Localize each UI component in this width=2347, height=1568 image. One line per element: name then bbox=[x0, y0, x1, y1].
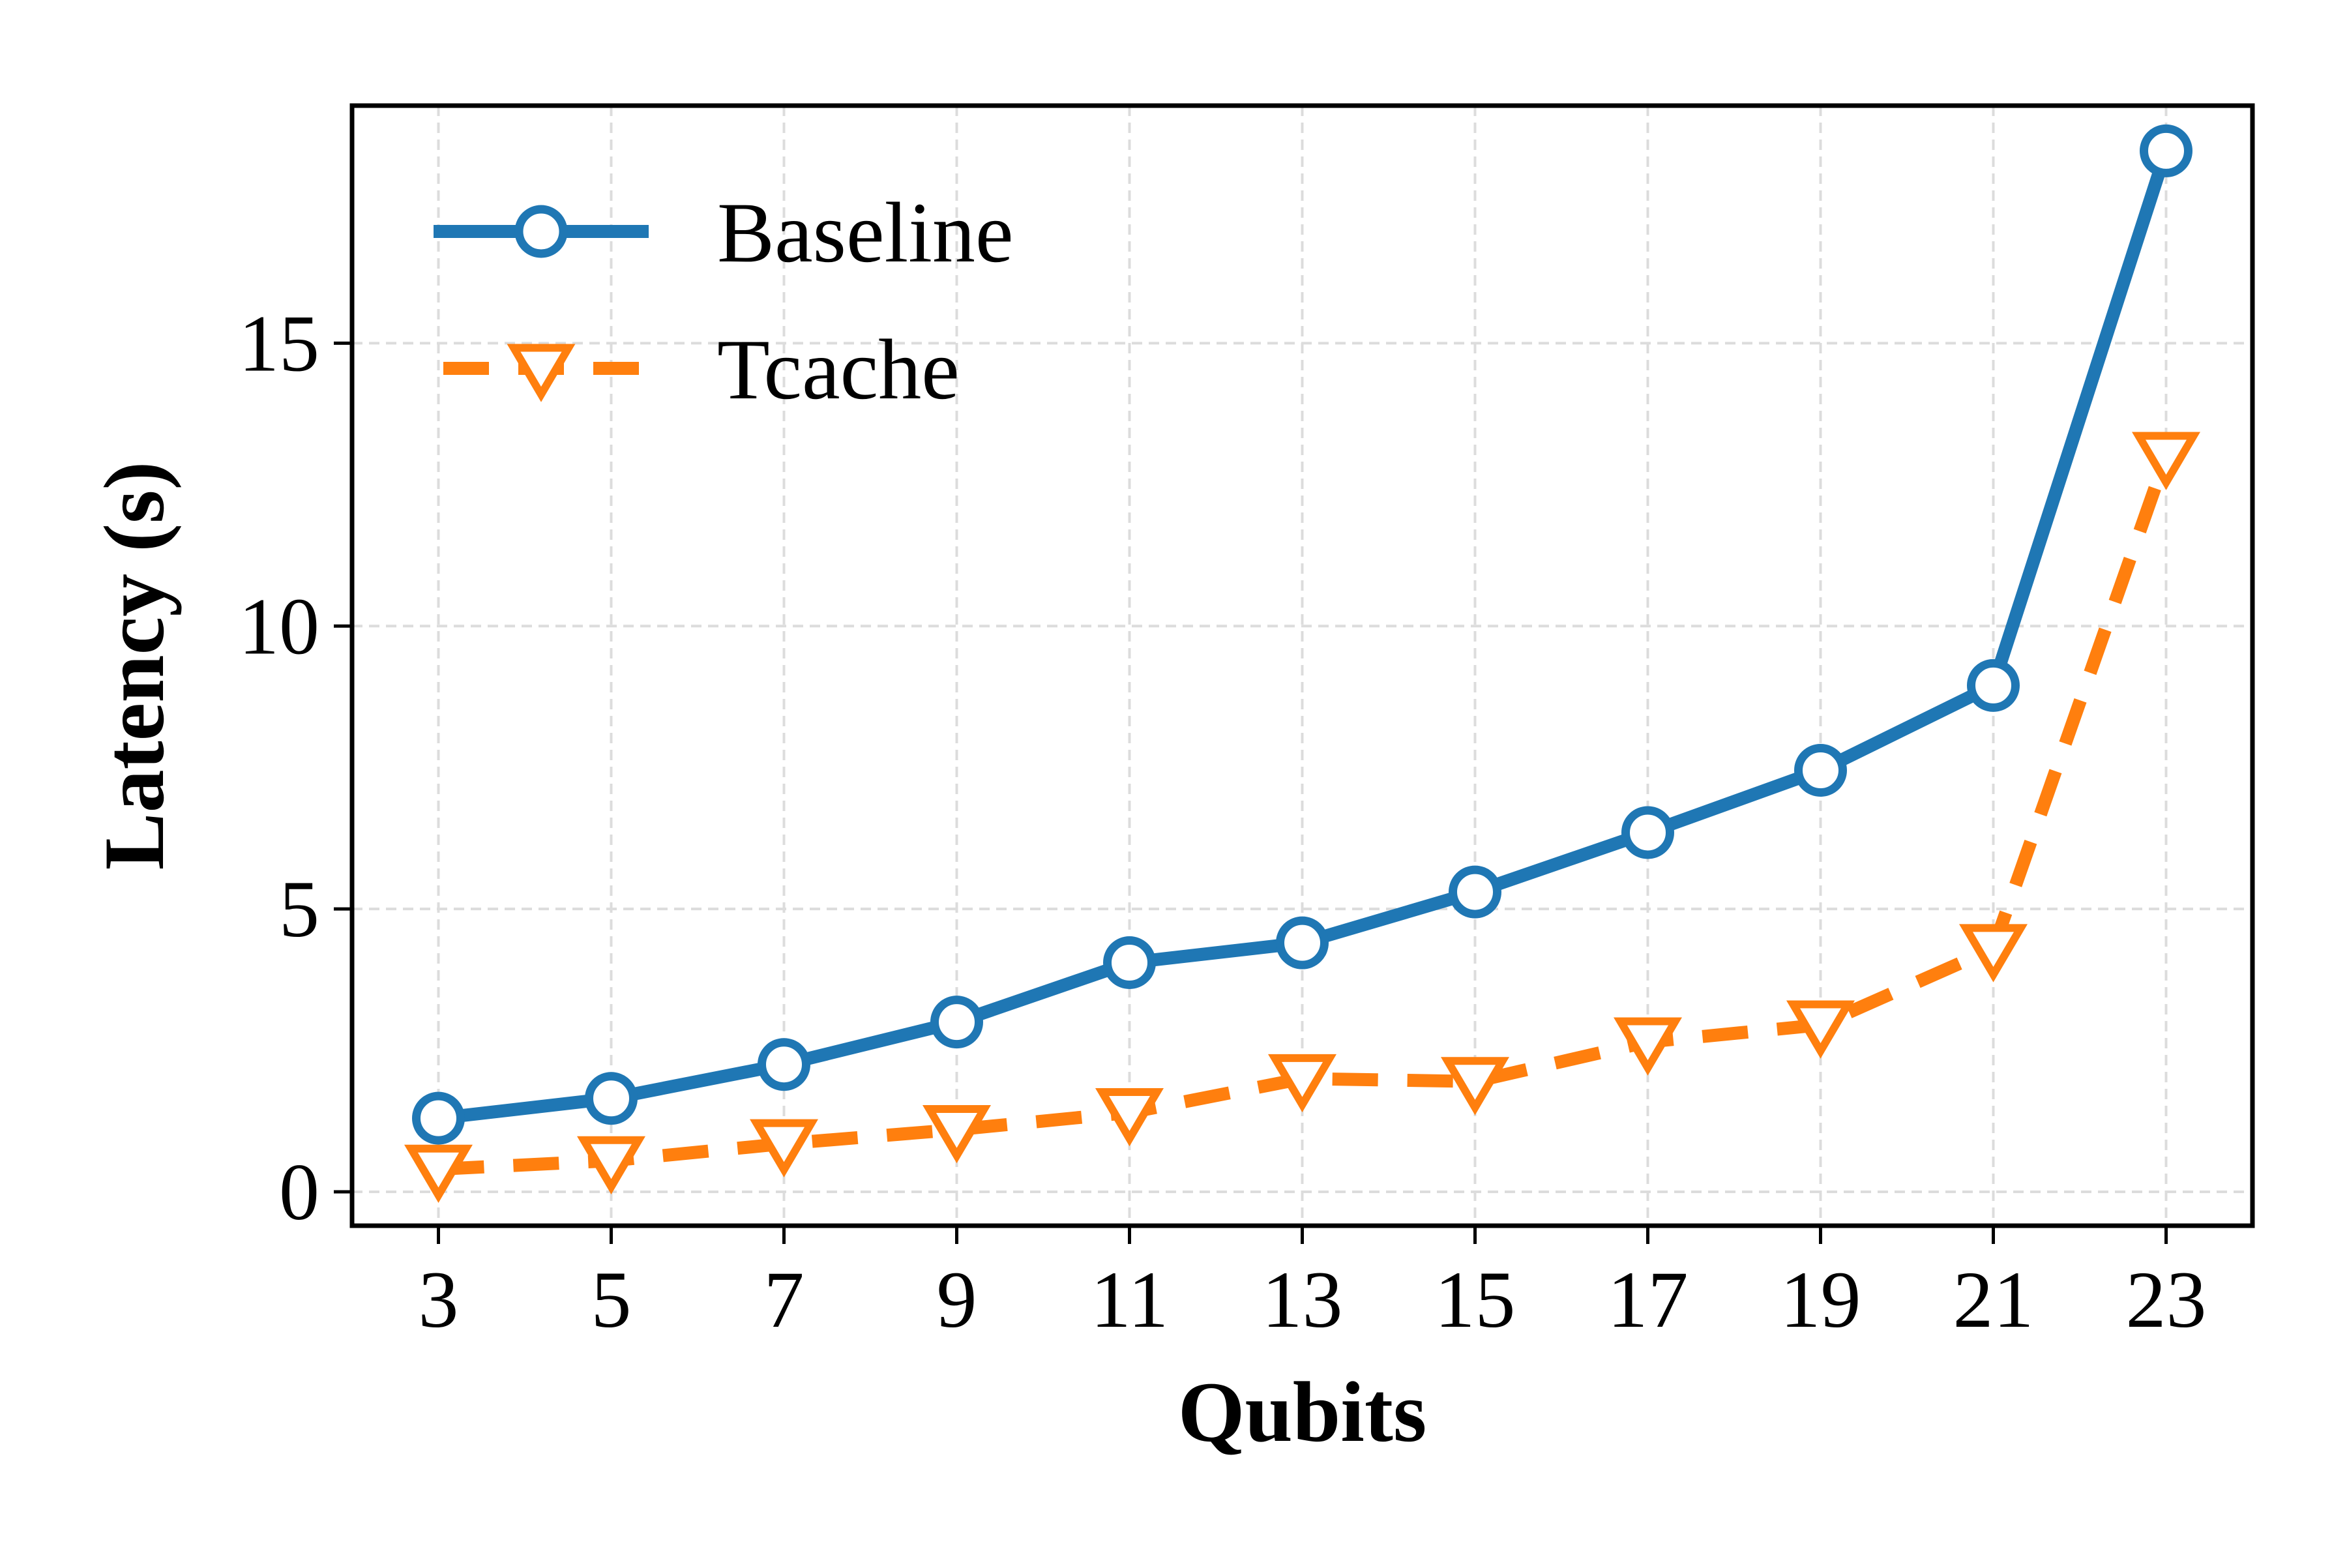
series-tcache bbox=[404, 432, 2200, 1203]
data-point bbox=[1967, 658, 2020, 712]
data-point bbox=[1449, 865, 1501, 919]
data-point bbox=[923, 1104, 991, 1164]
data-point bbox=[1268, 1054, 1336, 1113]
grid-layer bbox=[352, 106, 2252, 1226]
y-tick-label: 5 bbox=[279, 865, 319, 954]
data-point bbox=[2132, 432, 2200, 490]
legend-label: Baseline bbox=[717, 185, 1014, 280]
data-point bbox=[1095, 1087, 1164, 1147]
data-point bbox=[1794, 744, 1847, 797]
legend-label: Tcache bbox=[717, 321, 960, 417]
data-point bbox=[750, 1119, 818, 1177]
data-point bbox=[758, 1038, 810, 1091]
data-point bbox=[404, 1144, 473, 1203]
x-tick-label: 11 bbox=[1091, 1255, 1168, 1344]
x-tick-label: 17 bbox=[1608, 1255, 1689, 1344]
x-tick-label: 21 bbox=[1953, 1255, 2034, 1344]
data-point bbox=[1103, 936, 1156, 990]
data-point bbox=[412, 1091, 465, 1145]
legend-marker bbox=[507, 344, 576, 402]
x-tick-label: 3 bbox=[419, 1255, 459, 1344]
data-point bbox=[585, 1072, 638, 1125]
x-axis-title: Qubits bbox=[1178, 1364, 1427, 1460]
data-point bbox=[1276, 916, 1329, 969]
x-tick-label: 9 bbox=[937, 1255, 977, 1344]
y-tick-label: 10 bbox=[239, 582, 319, 671]
data-point bbox=[2140, 124, 2192, 177]
series-baseline bbox=[412, 124, 2192, 1145]
legend-marker bbox=[514, 205, 568, 258]
x-tick-label: 5 bbox=[591, 1255, 632, 1344]
data-point bbox=[1621, 806, 1674, 859]
legend: Baseline Tcache bbox=[434, 185, 1014, 417]
data-point bbox=[1959, 924, 2028, 983]
x-tick-label: 15 bbox=[1435, 1255, 1516, 1344]
tick-layer: 3 5 7 9 11 13 15 17 19 21 23 0 5 10 15 bbox=[239, 299, 2207, 1344]
x-tick-label: 19 bbox=[1780, 1255, 1861, 1344]
data-point bbox=[930, 996, 983, 1049]
data-point bbox=[1614, 1017, 1682, 1076]
data-point bbox=[577, 1136, 645, 1194]
y-tick-label: 15 bbox=[239, 299, 319, 388]
x-tick-label: 23 bbox=[2126, 1255, 2207, 1344]
legend-item: Baseline bbox=[434, 185, 1014, 280]
y-axis-title: Latency (s) bbox=[86, 462, 182, 870]
x-tick-label: 13 bbox=[1262, 1255, 1343, 1344]
legend-item: Tcache bbox=[443, 321, 960, 417]
x-tick-label: 7 bbox=[764, 1255, 804, 1344]
y-tick-label: 0 bbox=[279, 1147, 319, 1237]
data-point bbox=[1786, 1000, 1855, 1059]
data-point bbox=[1441, 1057, 1509, 1116]
series-layer bbox=[404, 124, 2200, 1203]
